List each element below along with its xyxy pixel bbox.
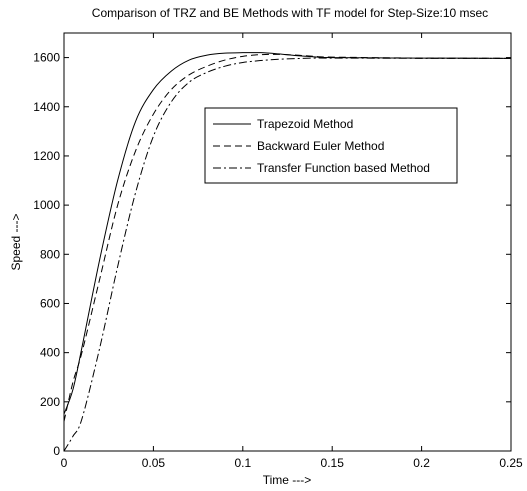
series-group <box>63 52 512 452</box>
x-tick-label: 0.05 <box>142 456 166 470</box>
x-axis-label: Time ---> <box>263 473 312 487</box>
legend: Trapezoid Method Backward Euler Method Tra… <box>204 107 458 184</box>
y-tick-label: 400 <box>40 346 60 360</box>
x-tick-label: 0.25 <box>499 456 523 470</box>
series-line-2 <box>63 53 512 422</box>
legend-label-1: Trapezoid Method <box>257 117 353 131</box>
x-tick-label: 0 <box>61 456 68 470</box>
y-tick-label: 1000 <box>33 198 60 212</box>
x-tick-label: 0.15 <box>321 456 345 470</box>
y-tick-label: 200 <box>40 395 60 409</box>
x-tick-label: 0.2 <box>413 456 430 470</box>
y-tick-label: 1600 <box>33 51 60 65</box>
y-axis-ticks: 0 200 400 600 800 1000 1200 1400 1600 <box>33 51 511 458</box>
legend-label-2: Backward Euler Method <box>257 139 384 153</box>
y-tick-label: 1400 <box>33 100 60 114</box>
chart-title: Comparison of TRZ and BE Methods with TF… <box>92 6 488 20</box>
legend-label-3: Transfer Function based Method <box>257 161 430 175</box>
y-tick-label: 1200 <box>33 149 60 163</box>
plot-frame <box>63 32 512 452</box>
y-tick-label: 800 <box>40 247 60 261</box>
x-axis-ticks: 0 0.05 0.1 0.15 0.2 0.25 <box>61 33 523 470</box>
y-tick-label: 600 <box>40 296 60 310</box>
y-tick-label: 0 <box>53 444 60 458</box>
x-tick-label: 0.1 <box>234 456 251 470</box>
y-axis-label: Speed ---> <box>9 213 23 270</box>
